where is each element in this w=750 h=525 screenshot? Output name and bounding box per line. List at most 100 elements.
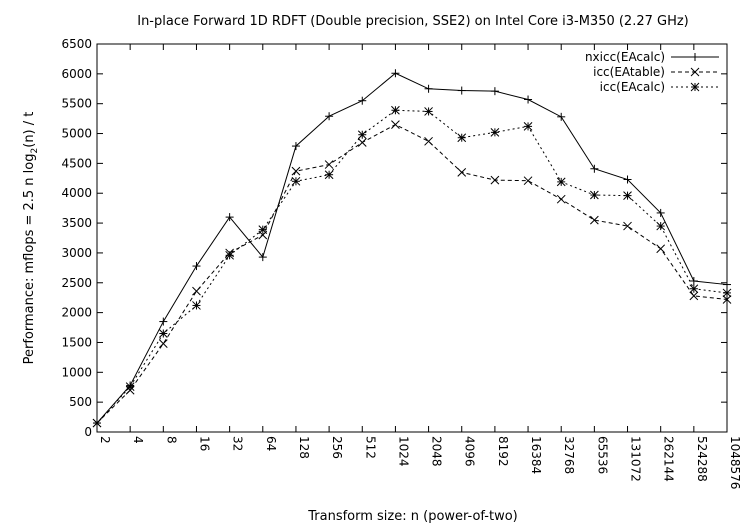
y-tick-label-4: 2000	[61, 306, 92, 320]
series-2-point-2	[158, 329, 168, 338]
x-tick-label-6: 128	[297, 436, 311, 459]
x-tick-label-10: 2048	[430, 436, 444, 467]
series-1-point-13	[523, 176, 533, 186]
y-tick-label-9: 4500	[61, 156, 92, 170]
series-1-point-12	[490, 175, 500, 185]
x-tick-label-8: 512	[363, 436, 377, 459]
series-2-point-5	[258, 225, 268, 234]
series-0-point-2	[159, 317, 168, 326]
series-1-point-13-stroke-1	[523, 176, 533, 186]
y-tick-label-11: 5500	[61, 97, 92, 111]
x-tick-label-1: 4	[131, 436, 145, 444]
legend-marker-1-stroke-1	[690, 67, 700, 77]
series-0-point-15	[590, 164, 599, 173]
series-1-point-14	[556, 194, 566, 204]
y-tick-label-5: 2500	[61, 276, 92, 290]
series-2-point-11-stroke-3	[457, 133, 467, 143]
series-line-0	[96, 72, 728, 424]
series-1-point-8	[357, 138, 367, 147]
series-0-point-8	[358, 96, 367, 105]
x-tick-label-7: 256	[330, 436, 344, 459]
series-1-point-17	[656, 244, 666, 254]
series-2-point-6-stroke-3	[291, 176, 301, 186]
series-0-point-18	[689, 276, 698, 285]
y-tick-label-7: 3500	[61, 216, 92, 230]
series-2-point-0	[92, 418, 102, 428]
series-1-point-9-stroke-1	[391, 120, 400, 129]
series-2-point-13	[523, 122, 533, 131]
legend-marker-0	[691, 53, 699, 61]
series-1-point-9	[391, 120, 400, 129]
series-2-point-1	[125, 382, 135, 391]
series-0-point-16	[623, 175, 632, 184]
legend-marker-2-stroke-3	[690, 82, 700, 92]
x-tick-label-13: 16384	[529, 436, 543, 474]
series-2-point-12-stroke-3	[490, 127, 500, 137]
series-0-point-11	[457, 86, 466, 95]
legend-label-2: icc(EAcalc)	[600, 80, 665, 94]
x-tick-label-17: 262144	[662, 436, 676, 482]
legend-marker-1	[690, 67, 700, 77]
series-2-point-9	[391, 105, 400, 115]
series-2-point-14-stroke-3	[556, 177, 566, 187]
series-0-point-6	[291, 142, 300, 151]
y-axis-label-prefix: Performance: mflops = 2.5 n log	[22, 153, 37, 364]
series-2-point-13-stroke-3	[523, 122, 533, 131]
series-2-point-18-stroke-3	[689, 284, 699, 294]
y-tick-label-13: 6500	[61, 37, 92, 51]
series-0-point-3	[192, 262, 201, 271]
x-tick-label-2: 8	[164, 436, 178, 444]
x-tick-label-0: 2	[98, 436, 112, 444]
series-2-point-7-stroke-3	[324, 170, 334, 180]
series-1-point-19-stroke-1	[722, 295, 732, 304]
series-2-point-6	[291, 176, 301, 186]
y-axis-label-subscript: 2	[30, 148, 40, 154]
series-2-point-4	[225, 250, 234, 260]
y-tick-label-10: 5000	[61, 127, 92, 141]
y-axis-label-suffix: (n) / t	[22, 112, 37, 148]
y-tick-label-3: 1500	[61, 335, 92, 349]
y-tick-label-6: 3000	[61, 246, 92, 260]
series-1-point-12-stroke-1	[490, 175, 500, 185]
series-0-point-5	[258, 253, 267, 262]
series-0-point-7	[325, 112, 334, 121]
y-tick-label-8: 4000	[61, 186, 92, 200]
series-1-point-18	[689, 291, 699, 301]
x-tick-label-16: 131072	[629, 436, 643, 482]
x-tick-label-11: 4096	[463, 436, 477, 467]
series-2-point-7	[324, 170, 334, 180]
series-2-point-4-stroke-3	[225, 250, 234, 260]
series-1-point-15	[590, 215, 599, 225]
y-tick-label-12: 6000	[61, 67, 92, 81]
series-line-2	[96, 109, 728, 424]
chart-title: In-place Forward 1D RDFT (Double precisi…	[137, 14, 689, 29]
x-tick-label-12: 8192	[496, 436, 510, 467]
series-1-point-11	[457, 167, 467, 177]
x-tick-label-15: 65536	[595, 436, 609, 474]
series-0-point-12	[490, 87, 499, 96]
plot-area: 0 500 1000 1500 2000 2500 3000 3500 4000 4500 5000…	[61, 37, 742, 489]
series-1-point-19	[722, 295, 732, 304]
series-2-point-0-stroke-3	[92, 418, 102, 428]
legend-label-1: icc(EAtable)	[593, 65, 665, 79]
series-1-point-3	[192, 286, 201, 296]
series-1-point-14-stroke-1	[556, 194, 566, 204]
legend-marker-2	[690, 82, 700, 92]
series-0-point-13	[524, 95, 533, 104]
series-1-point-6	[291, 166, 301, 176]
series-2-point-11	[457, 133, 467, 143]
series-2-point-9-stroke-3	[391, 105, 400, 115]
x-tick-label-5: 64	[264, 436, 278, 451]
series-2-point-17-stroke-3	[656, 221, 666, 231]
series-1-point-10	[424, 136, 433, 146]
series-2-point-16-stroke-3	[623, 191, 632, 200]
x-tick-label-14: 32768	[562, 436, 576, 474]
series-1-point-8-stroke-1	[357, 138, 367, 147]
y-axis-label: Performance: mflops = 2.5 n log2(n) / t	[22, 112, 40, 365]
series-1-point-16	[623, 221, 632, 231]
plot-frame	[96, 43, 728, 433]
series-2-point-18	[689, 284, 699, 294]
x-axis-label: Transform size: n (power-of-two)	[307, 509, 518, 524]
x-tick-label-9: 1024	[396, 436, 410, 467]
